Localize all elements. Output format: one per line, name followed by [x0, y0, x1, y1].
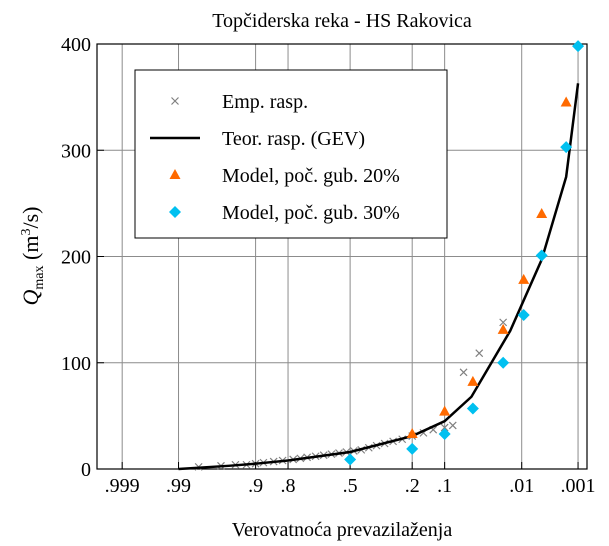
- marker-diamond: [535, 249, 548, 262]
- legend-label: Model, poč. gub. 20%: [222, 165, 400, 187]
- legend-label: Model, poč. gub. 30%: [222, 202, 400, 224]
- y-axis-label: Qmax (m3/s): [18, 207, 47, 306]
- x-tick-label: .9: [248, 475, 263, 497]
- x-tick-label: .001: [561, 475, 596, 497]
- chart-title: Topčiderska reka - HS Rakovica: [212, 10, 472, 32]
- y-tick-label: 400: [61, 34, 91, 56]
- x-tick-label: .5: [343, 475, 358, 497]
- legend-label: Emp. rasp.: [222, 91, 308, 113]
- x-tick-label: .2: [405, 475, 420, 497]
- x-tick-label: .1: [437, 475, 452, 497]
- marker-diamond: [572, 40, 585, 53]
- x-tick-label: .01: [509, 475, 534, 497]
- legend-label: Teor. rasp. (GEV): [222, 128, 365, 150]
- x-tick-label: .8: [281, 475, 296, 497]
- marker-diamond: [560, 141, 573, 154]
- x-tick-label: .99: [166, 475, 191, 497]
- y-label-part: 3: [19, 229, 34, 236]
- marker-diamond: [466, 402, 479, 415]
- y-tick-label: 100: [61, 353, 91, 375]
- legend-box: [134, 69, 448, 239]
- marker-x: [171, 97, 179, 105]
- plot-frame: [96, 43, 588, 470]
- y-label-part: max: [32, 265, 47, 289]
- marker-diamond: [169, 206, 181, 218]
- marker-triangle: [560, 96, 572, 107]
- marker-triangle: [467, 375, 479, 386]
- x-axis-label: Verovatnoća prevazilaženja: [232, 519, 453, 541]
- y-label-part: (m: [18, 236, 43, 266]
- marker-triangle: [406, 427, 418, 438]
- marker-triangle: [518, 273, 530, 284]
- marker-x: [475, 349, 484, 358]
- y-tick-label: 200: [61, 247, 91, 269]
- x-tick-label: .999: [105, 475, 140, 497]
- marker-x: [459, 368, 468, 377]
- y-tick-label: 0: [81, 459, 91, 481]
- marker-diamond: [497, 356, 510, 369]
- marker-triangle: [497, 323, 509, 334]
- y-label-part: /s): [18, 207, 43, 229]
- marker-x: [448, 421, 457, 430]
- y-tick-label: 300: [61, 140, 91, 162]
- marker-diamond: [344, 453, 357, 466]
- marker-x: [440, 423, 449, 432]
- marker-triangle: [439, 405, 451, 416]
- marker-diamond: [438, 427, 451, 440]
- marker-diamond: [406, 442, 419, 455]
- marker-x: [499, 318, 508, 327]
- marker-triangle: [169, 169, 181, 179]
- y-label-part: Q: [18, 289, 43, 305]
- marker-triangle: [536, 208, 548, 218]
- marker-diamond: [517, 308, 530, 321]
- curve: [178, 83, 580, 471]
